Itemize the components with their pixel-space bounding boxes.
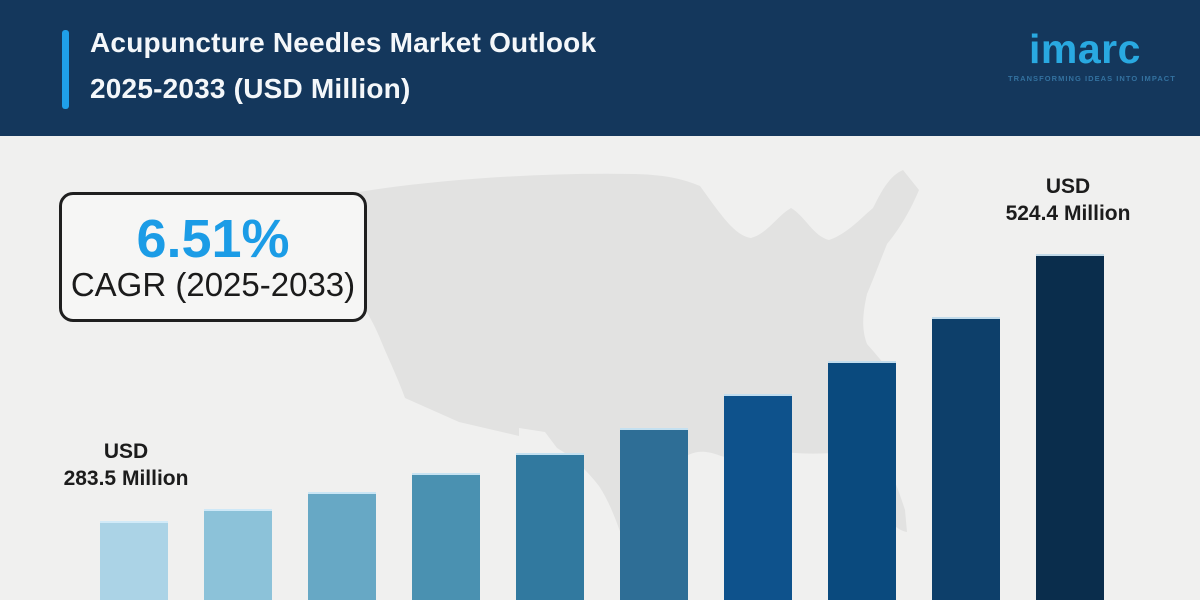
end-value-currency: USD	[1045, 175, 1091, 198]
chart-area: 6.51% CAGR (2025-2033) USD 283.5 Million…	[0, 136, 1200, 600]
start-value-label: USD 283.5 Million	[36, 438, 216, 492]
start-value-currency: USD	[103, 440, 149, 463]
cagr-label: CAGR (2025-2033)	[70, 266, 356, 304]
page-title-line1: Acupuncture Needles Market Outlook	[90, 27, 597, 58]
imarc-logo: imarc TRANSFORMING IDEAS INTO IMPACT	[1008, 26, 1176, 84]
bar	[100, 521, 168, 600]
bar	[204, 509, 272, 600]
bar	[620, 428, 688, 600]
start-value-amount: 283.5 Million	[63, 467, 189, 490]
logo-wordmark: imarc	[1029, 26, 1141, 72]
bar-chart	[100, 180, 1104, 600]
page-title: Acupuncture Needles Market Outlook 2025-…	[90, 20, 596, 112]
bar	[412, 473, 480, 600]
bar	[828, 361, 896, 600]
title-accent-bar	[62, 30, 69, 109]
end-value-label: USD 524.4 Million	[978, 173, 1158, 227]
page-title-line2: 2025-2033 (USD Million)	[90, 73, 411, 104]
header: Acupuncture Needles Market Outlook 2025-…	[0, 0, 1200, 136]
end-value-amount: 524.4 Million	[1005, 202, 1131, 225]
cagr-card: 6.51% CAGR (2025-2033)	[59, 192, 367, 322]
bar	[1036, 254, 1104, 600]
bar	[932, 317, 1000, 600]
usa-map-silhouette	[321, 170, 919, 552]
bar	[724, 394, 792, 600]
bar	[308, 492, 376, 600]
logo-tagline: TRANSFORMING IDEAS INTO IMPACT	[1008, 74, 1176, 84]
bar	[516, 453, 584, 600]
cagr-value: 6.51%	[136, 208, 290, 269]
